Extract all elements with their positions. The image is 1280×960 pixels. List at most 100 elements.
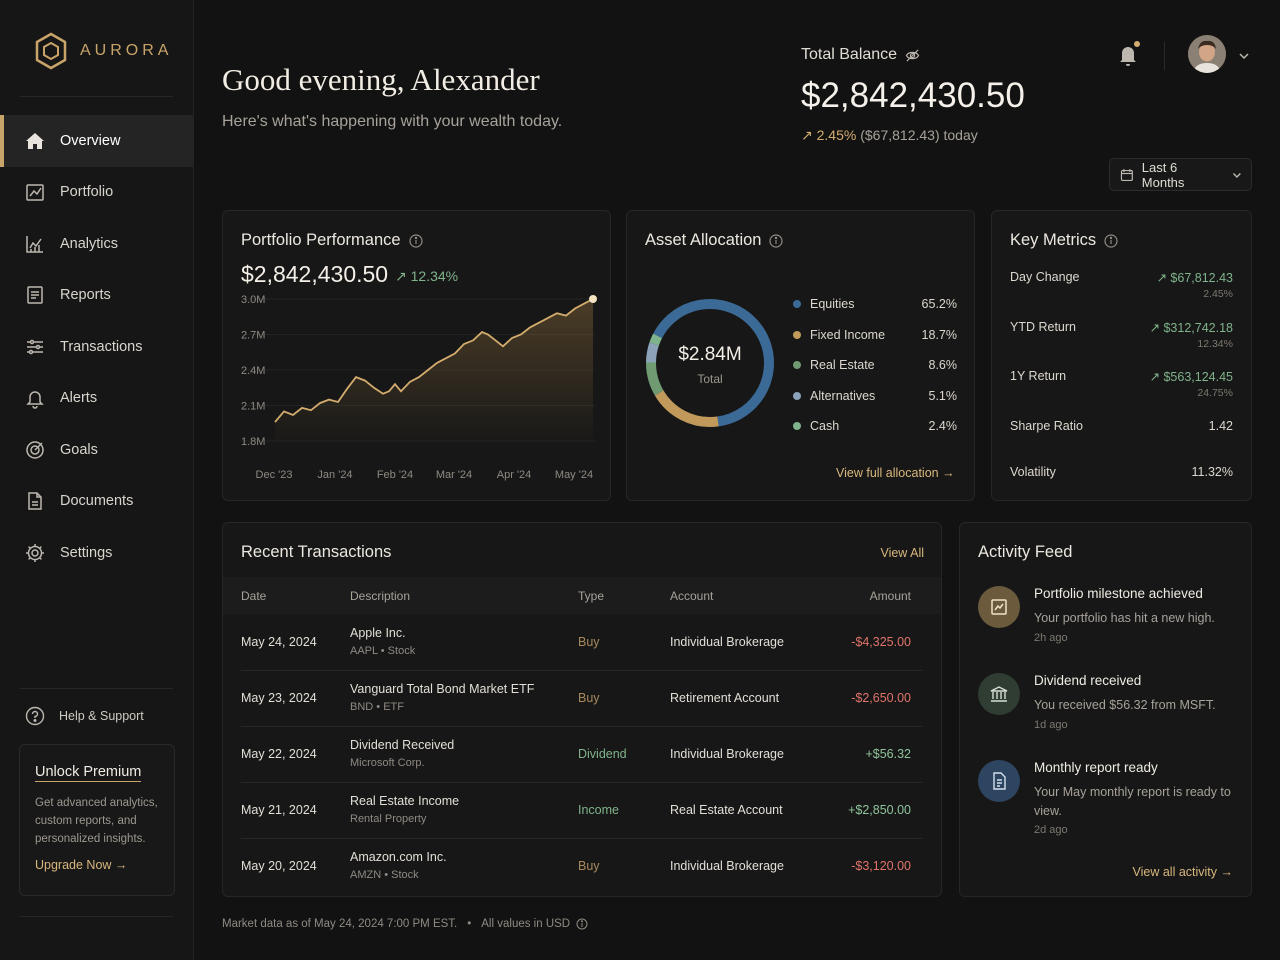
nav-item-overview[interactable]: Overview bbox=[0, 115, 194, 167]
nav-label: Settings bbox=[60, 544, 113, 561]
table-header bbox=[223, 577, 941, 614]
legend-pct: 5.1% bbox=[928, 388, 958, 403]
brand-logo[interactable]: AURORA bbox=[34, 32, 172, 70]
donut-slice[interactable] bbox=[643, 289, 777, 437]
description-main: Dividend Received bbox=[350, 738, 455, 752]
sidebar-divider bbox=[20, 96, 173, 97]
y-tick-label: 3.0M bbox=[241, 294, 265, 306]
premium-text: Get advanced analytics, custom reports, … bbox=[35, 797, 158, 845]
cell-type: Buy bbox=[578, 859, 600, 873]
legend-item: Equities 65.2% bbox=[793, 289, 957, 320]
nav-item-analytics[interactable]: Analytics bbox=[0, 218, 194, 270]
premium-title: Unlock Premium bbox=[35, 764, 142, 782]
avatar[interactable] bbox=[1188, 35, 1226, 73]
metric-value: ↗ $312,742.18 bbox=[1149, 321, 1233, 335]
cell-amount: +$56.32 bbox=[865, 747, 911, 761]
column-header-date[interactable]: Date bbox=[241, 589, 267, 603]
description-main: Real Estate Income bbox=[350, 794, 460, 808]
table-row[interactable]: May 21, 2024 Real Estate Income Rental Pro… bbox=[223, 783, 941, 839]
metric-sub: 2.45% bbox=[1203, 288, 1233, 300]
portfolio-icon bbox=[24, 181, 46, 203]
info-icon[interactable] bbox=[408, 233, 423, 248]
cell-account: Individual Brokerage bbox=[670, 747, 784, 761]
nav-item-reports[interactable]: Reports bbox=[0, 270, 194, 322]
column-header-account[interactable]: Account bbox=[670, 589, 714, 603]
cell-description: Real Estate Income Rental Property bbox=[350, 794, 459, 825]
activity-time: 1d ago bbox=[1034, 719, 1068, 731]
y-tick-label: 2.4M bbox=[241, 365, 265, 377]
legend-dot bbox=[793, 300, 801, 309]
column-header-description[interactable]: Description bbox=[350, 589, 411, 603]
activity-desc: You received $56.32 from MSFT. bbox=[1034, 698, 1216, 712]
x-tick-label: Jan '24 bbox=[317, 469, 352, 481]
help-support-link[interactable]: Help & Support bbox=[25, 706, 144, 726]
performance-change: ↗ 12.34% bbox=[395, 268, 459, 284]
activity-time: 2d ago bbox=[1034, 824, 1068, 836]
nav-item-alerts[interactable]: Alerts bbox=[0, 373, 194, 425]
activity-title-text: Dividend received bbox=[1034, 673, 1142, 688]
date-range-select[interactable]: Last 6 Months bbox=[1109, 158, 1252, 191]
cell-amount: +$2,850.00 bbox=[848, 803, 911, 817]
notification-bell-icon[interactable] bbox=[1116, 42, 1140, 68]
row-divider bbox=[241, 838, 923, 839]
user-avatar-icon bbox=[1188, 35, 1226, 73]
sidebar: AURORA Overview Portfolio Analytics Rep bbox=[0, 0, 194, 960]
legend-pct: 8.6% bbox=[928, 358, 958, 373]
total-balance-label-text: Total Balance bbox=[801, 46, 898, 63]
column-header-type[interactable]: Type bbox=[578, 589, 605, 603]
chevron-down-icon[interactable] bbox=[1237, 49, 1251, 63]
chart-up-icon bbox=[978, 586, 1020, 628]
metric-label: YTD Return bbox=[1010, 320, 1076, 334]
cell-account: Real Estate Account bbox=[670, 803, 783, 817]
nav-item-goals[interactable]: Goals bbox=[0, 424, 194, 476]
header-divider bbox=[1164, 42, 1165, 70]
upgrade-now-link[interactable]: Upgrade Now → bbox=[35, 858, 128, 872]
donut-slice[interactable] bbox=[643, 289, 777, 437]
legend-dot bbox=[793, 330, 801, 339]
cell-account: Individual Brokerage bbox=[670, 859, 784, 873]
metric-label: Day Change bbox=[1010, 270, 1080, 284]
cell-account: Retirement Account bbox=[670, 691, 780, 705]
nav-item-portfolio[interactable]: Portfolio bbox=[0, 167, 194, 219]
cell-date: May 22, 2024 bbox=[241, 747, 317, 761]
total-balance-label: Total Balance bbox=[801, 46, 920, 64]
allocation-total-label: Total bbox=[697, 372, 723, 386]
nav-item-settings[interactable]: Settings bbox=[0, 527, 194, 579]
x-tick-label: Dec '23 bbox=[256, 469, 293, 481]
footer-separator: • bbox=[467, 918, 472, 930]
cell-date: May 24, 2024 bbox=[241, 635, 317, 649]
reports-icon bbox=[24, 284, 46, 306]
table-row[interactable]: May 22, 2024 Dividend Received Microsoft C… bbox=[223, 727, 941, 783]
legend-name: Cash bbox=[810, 419, 840, 434]
recent-transactions-card: Recent Transactions View All Date Descri… bbox=[222, 522, 942, 897]
nav-item-transactions[interactable]: Transactions bbox=[0, 321, 194, 373]
view-full-allocation-link[interactable]: View full allocation → bbox=[836, 466, 955, 480]
metric-label: Sharpe Ratio bbox=[1010, 419, 1083, 433]
nav-label: Goals bbox=[60, 441, 98, 458]
info-icon[interactable] bbox=[1104, 233, 1118, 248]
view-all-transactions-link[interactable]: View All bbox=[880, 546, 924, 560]
allocation-total-value: $2.84M bbox=[678, 344, 742, 365]
view-all-activity-link[interactable]: View all activity → bbox=[1132, 865, 1234, 879]
table-row[interactable]: May 23, 2024 Vanguard Total Bond Market E… bbox=[223, 671, 941, 727]
activity-title-text: Portfolio milestone achieved bbox=[1034, 586, 1203, 601]
cell-amount: -$4,325.00 bbox=[851, 635, 911, 649]
info-icon[interactable] bbox=[769, 233, 784, 248]
bell-icon bbox=[24, 387, 46, 409]
info-icon[interactable] bbox=[576, 918, 588, 930]
total-balance-change: ↗ 2.45% ($67,812.43) today bbox=[801, 127, 978, 144]
cell-type: Buy bbox=[578, 635, 600, 649]
activity-desc: Your May monthly report is ready to view… bbox=[1034, 785, 1231, 818]
description-sub: AAPL • Stock bbox=[350, 645, 416, 657]
column-header-amount[interactable]: Amount bbox=[869, 589, 911, 603]
total-balance-value: $2,842,430.50 bbox=[801, 76, 1025, 115]
metric-sub: 12.34% bbox=[1197, 338, 1233, 350]
hide-balance-icon[interactable] bbox=[905, 48, 920, 63]
legend-item: Alternatives 5.1% bbox=[793, 381, 957, 412]
table-row[interactable]: May 20, 2024 Amazon.com Inc. AMZN • Stock B… bbox=[223, 839, 941, 895]
table-row[interactable]: May 24, 2024 Apple Inc. AAPL • Stock Buy Ind… bbox=[223, 615, 941, 671]
nav-item-documents[interactable]: Documents bbox=[0, 476, 194, 528]
change-amount: ($67,812.43) today bbox=[860, 127, 978, 143]
activity-desc: Your portfolio has hit a new high. bbox=[1034, 611, 1215, 625]
activity-title-text: Monthly report ready bbox=[1034, 760, 1158, 775]
